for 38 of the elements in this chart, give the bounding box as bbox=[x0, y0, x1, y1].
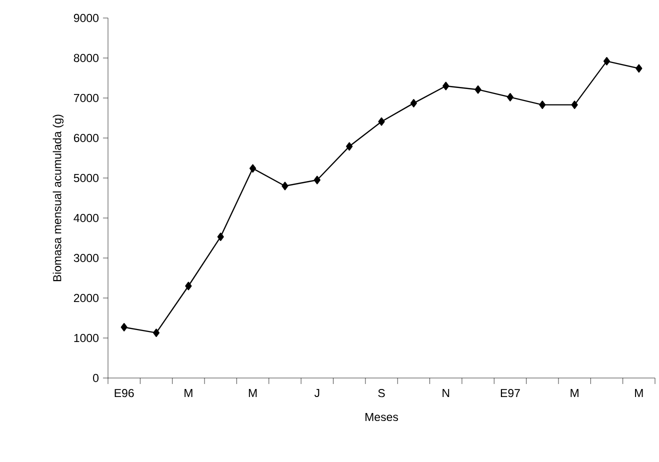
point bbox=[474, 85, 482, 94]
point bbox=[250, 164, 256, 173]
point bbox=[539, 100, 546, 109]
x-axis-title: Meses bbox=[366, 413, 398, 422]
y-tick-label: 5000 bbox=[74, 174, 99, 182]
point bbox=[410, 99, 417, 108]
point bbox=[378, 117, 385, 126]
point bbox=[506, 93, 514, 102]
x-tick-label: M bbox=[570, 389, 578, 397]
y-tick-label: 1000 bbox=[74, 334, 99, 342]
point bbox=[571, 100, 578, 109]
y-tick-label: 8000 bbox=[74, 54, 99, 62]
point bbox=[603, 57, 610, 66]
x-tick-label: S bbox=[378, 389, 385, 398]
point bbox=[217, 232, 224, 241]
point bbox=[282, 182, 288, 190]
y-tick-label: 2000 bbox=[74, 294, 99, 302]
x-tick-label: M bbox=[184, 389, 192, 397]
y-tick-label: 9000 bbox=[74, 14, 99, 22]
point bbox=[152, 328, 160, 337]
point bbox=[636, 64, 642, 73]
point bbox=[346, 142, 353, 151]
x-tick-label: N bbox=[442, 389, 450, 397]
x-tick-label: E97 bbox=[500, 389, 520, 398]
y-tick-label: 0 bbox=[93, 374, 99, 382]
x-tick-label: M bbox=[635, 389, 643, 397]
y-tick-label: 7000 bbox=[74, 94, 99, 102]
point bbox=[185, 282, 192, 290]
x-tick-label: E96 bbox=[114, 389, 134, 398]
y-axis-title: Biomasa mensual acumulada (g) bbox=[52, 114, 64, 282]
y-tick-label: 3000 bbox=[74, 254, 99, 262]
point bbox=[442, 82, 450, 90]
y-tick-label: 4000 bbox=[74, 214, 99, 222]
x-tick-label: M bbox=[248, 389, 257, 397]
point bbox=[314, 176, 320, 184]
y-tick-label: 6000 bbox=[74, 134, 99, 142]
point bbox=[120, 323, 128, 332]
x-tick-label: J bbox=[314, 389, 320, 398]
